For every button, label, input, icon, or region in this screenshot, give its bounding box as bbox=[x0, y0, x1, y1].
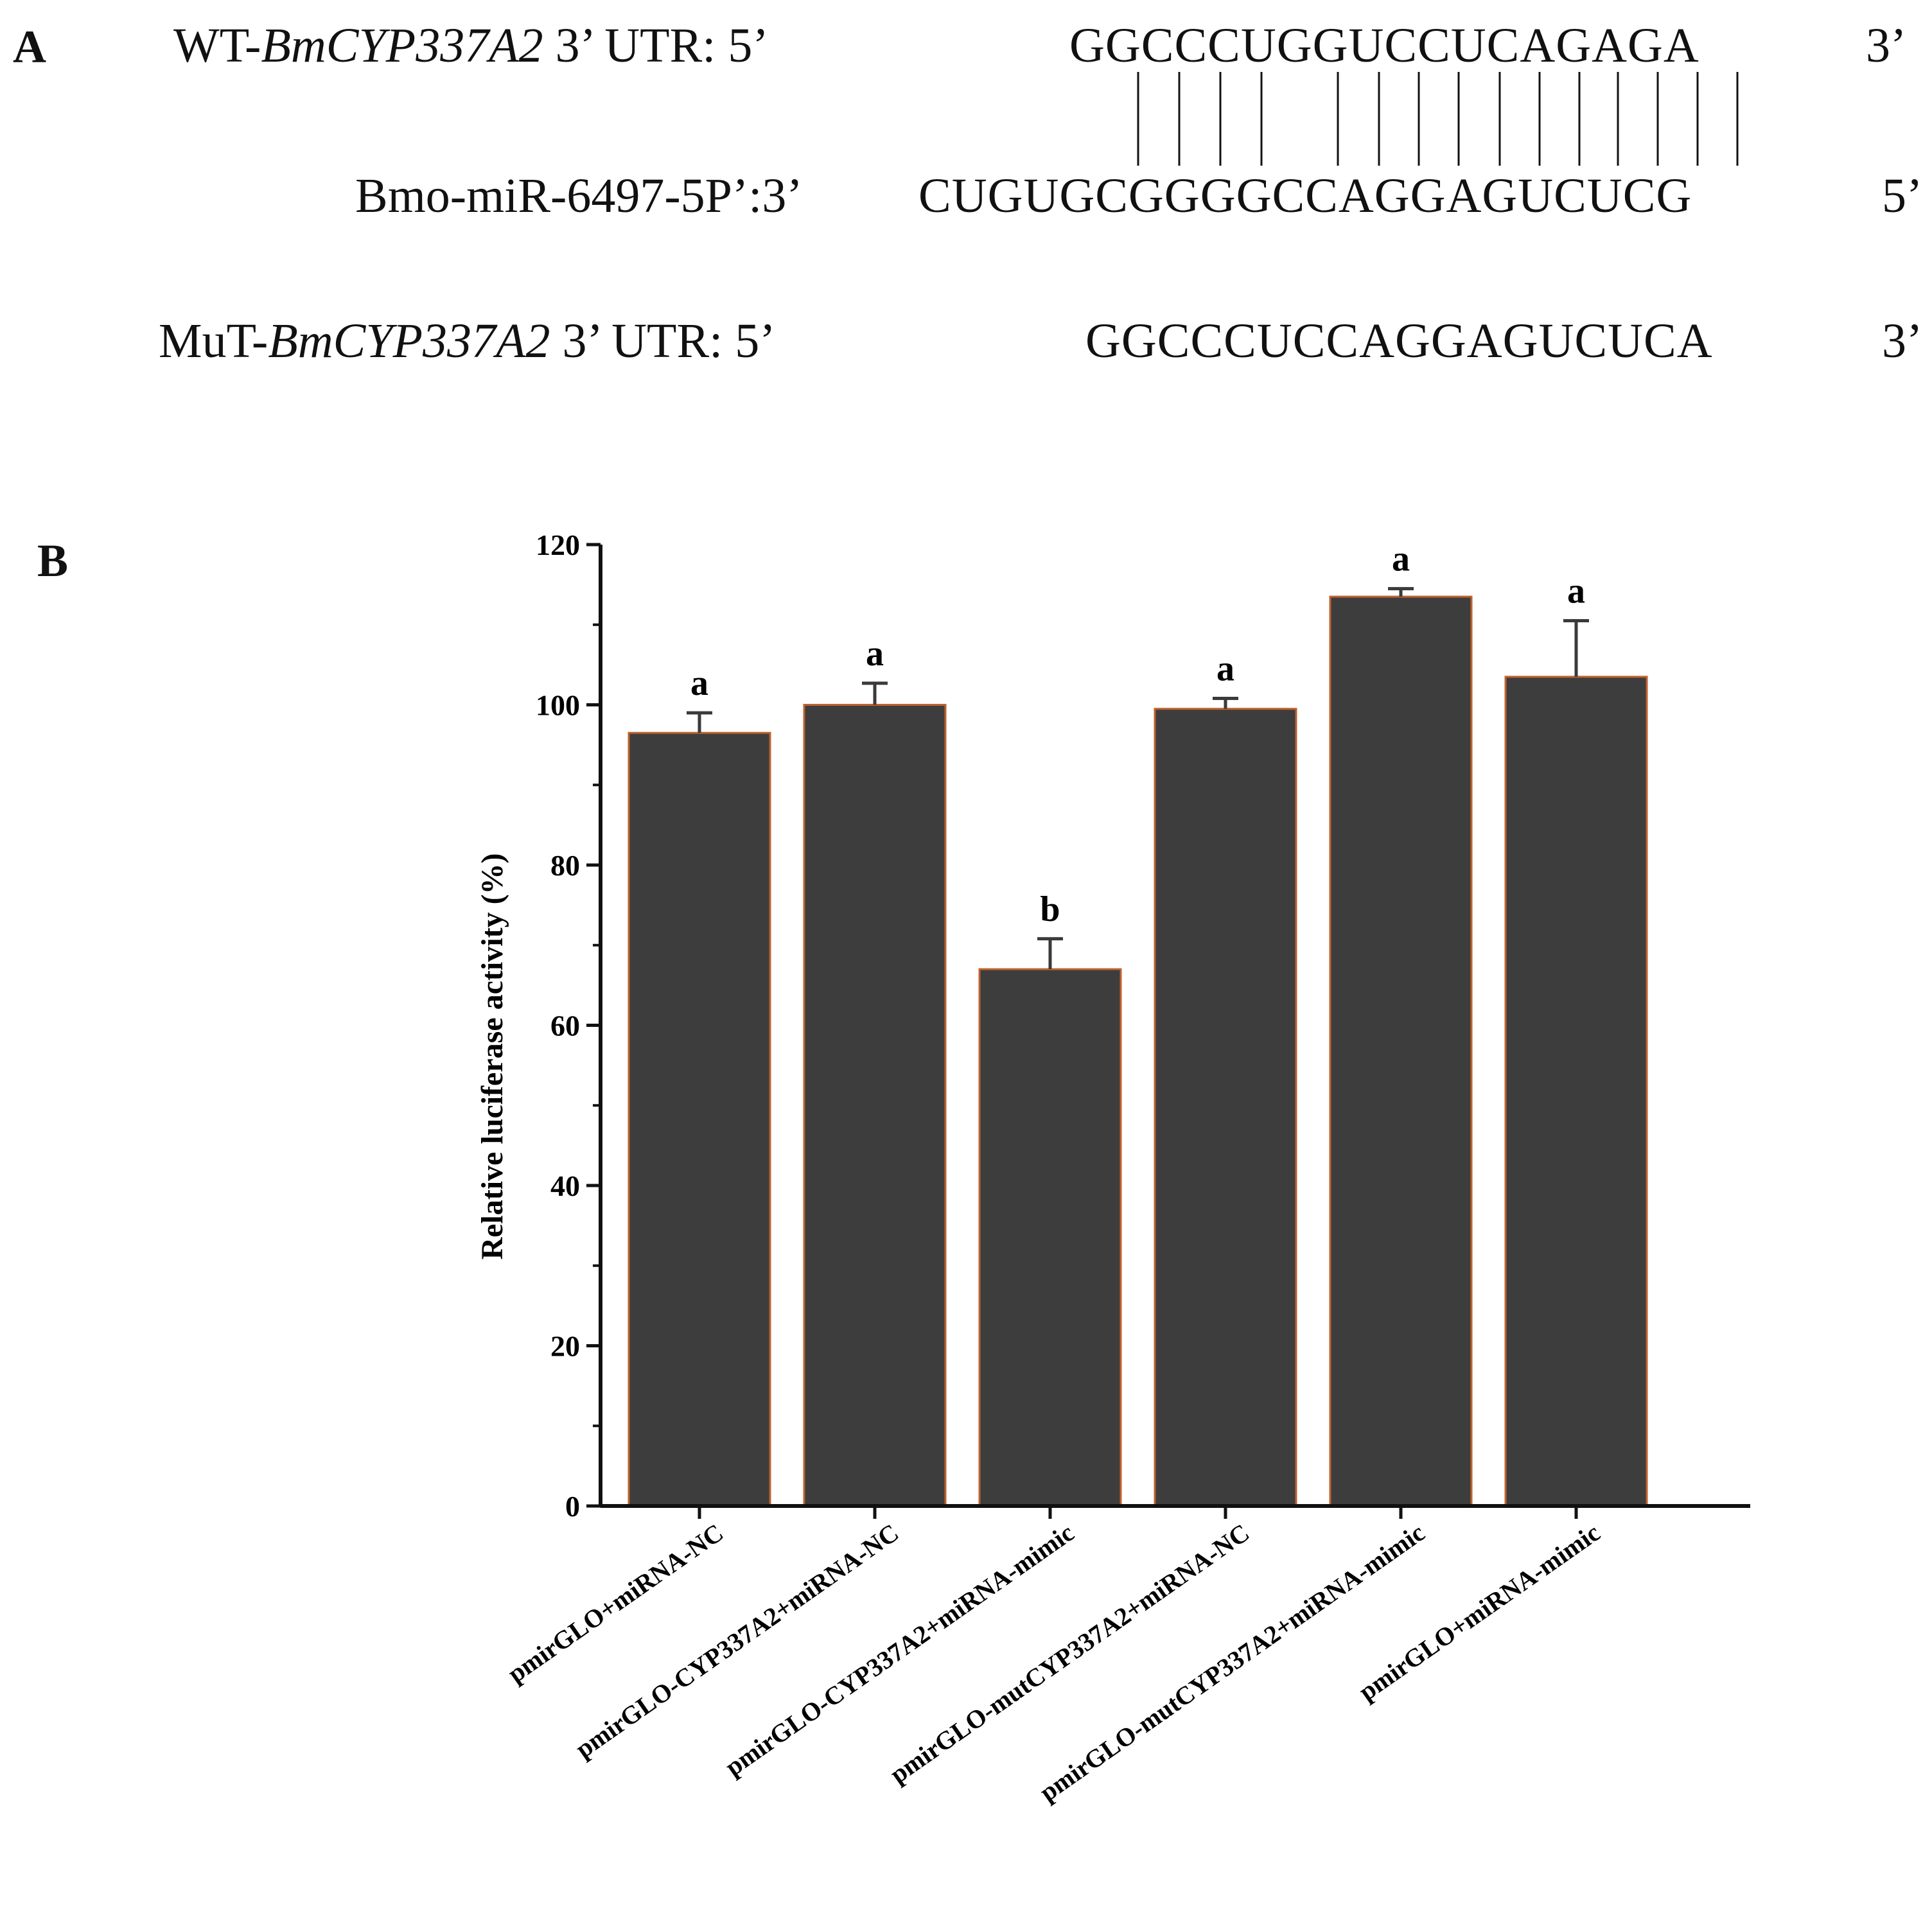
mut-sequence: GGCCCUCCAGGAGUCUCA bbox=[1085, 314, 1713, 368]
panel-a-label: A bbox=[13, 21, 46, 73]
mirna-label: Bmo-miR-6497-5P’:3’ bbox=[355, 169, 803, 223]
mut-utr-label: MuT-BmCYP337A2 3’ UTR: 5’ bbox=[159, 313, 776, 369]
significance-letter: b bbox=[1040, 889, 1060, 929]
wt-end: 3’ bbox=[1866, 19, 1907, 73]
wt-utr-label: WT-BmCYP337A2 3’ UTR: 5’ bbox=[173, 18, 769, 74]
category-label: pmirGLO-CYP337A2+miRNA-mimic bbox=[720, 1518, 1080, 1782]
category-label: pmirGLO-mutCYP337A2+miRNA-mimic bbox=[1034, 1518, 1430, 1807]
mut-end: 3’ bbox=[1882, 314, 1923, 368]
base-pairing-lines bbox=[1137, 72, 1739, 166]
wt-suffix: 3’ UTR: 5’ bbox=[543, 19, 769, 73]
y-axis-label: Relative luciferase activity (%) bbox=[475, 853, 509, 1259]
mut-prefix: MuT- bbox=[159, 314, 268, 368]
significance-letter: a bbox=[1392, 539, 1410, 579]
category-label: pmirGLO-mutCYP337A2+miRNA-NC bbox=[884, 1518, 1254, 1789]
bar bbox=[1504, 676, 1648, 1507]
y-tick-label: 80 bbox=[550, 849, 580, 882]
significance-letter: a bbox=[690, 663, 708, 703]
bar bbox=[803, 704, 947, 1507]
mut-suffix: 3’ UTR: 5’ bbox=[550, 314, 776, 368]
mut-gene-name: BmCYP337A2 bbox=[268, 314, 550, 368]
significance-letter: a bbox=[1567, 572, 1585, 611]
bar bbox=[628, 731, 771, 1507]
significance-letter: a bbox=[1216, 649, 1234, 689]
bar bbox=[1329, 595, 1473, 1507]
panel-b-label: B bbox=[37, 535, 69, 586]
category-label: pmirGLO-CYP337A2+miRNA-NC bbox=[570, 1518, 904, 1764]
y-tick-label: 40 bbox=[550, 1169, 580, 1202]
y-tick-label: 0 bbox=[565, 1490, 580, 1523]
y-tick-label: 20 bbox=[550, 1330, 580, 1363]
significance-letter: a bbox=[866, 634, 884, 674]
wt-prefix: WT- bbox=[173, 19, 261, 73]
mirna-end: 5’ bbox=[1882, 169, 1923, 223]
bar bbox=[978, 968, 1122, 1507]
wt-sequence: GGCCCUGGUCCUCAGAGA bbox=[1069, 19, 1699, 73]
wt-gene-name: BmCYP337A2 bbox=[261, 19, 543, 73]
y-tick-label: 120 bbox=[536, 529, 580, 561]
y-tick-label: 100 bbox=[536, 689, 580, 722]
y-tick-label: 60 bbox=[550, 1010, 580, 1042]
bar bbox=[1154, 708, 1297, 1507]
mirna-sequence: CUGUGCGGGGCCAGGAGUCUCG bbox=[918, 169, 1692, 223]
